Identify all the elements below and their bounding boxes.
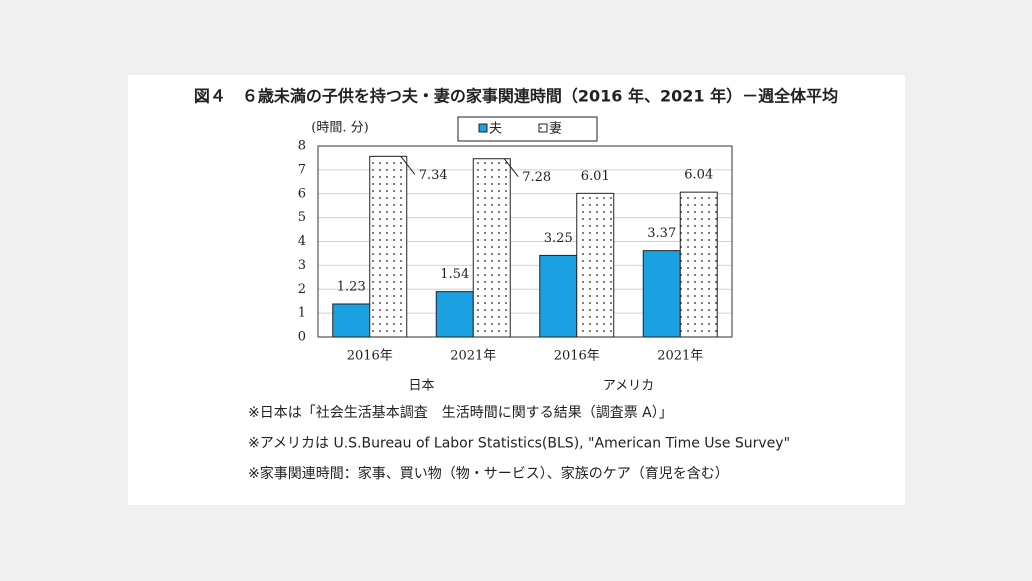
y-axis-label: (時間. 分) — [311, 121, 368, 136]
x-tick-label: 2021年 — [450, 349, 496, 364]
bar — [369, 155, 408, 338]
legend-swatch — [478, 123, 488, 133]
panel — [128, 75, 905, 505]
bar — [332, 303, 371, 338]
x-tick-label: 2016年 — [554, 349, 600, 364]
note: ※アメリカは U.S.Bureau of Labor Statistics(BL… — [248, 436, 790, 452]
bar — [576, 192, 615, 338]
data-label: 7.28 — [522, 170, 551, 185]
leader-line — [503, 158, 519, 178]
group-label: アメリカ — [603, 379, 654, 394]
y-tick-label: 4 — [298, 234, 306, 249]
y-tick-label: 3 — [298, 258, 306, 273]
x-tick-label: 2021年 — [657, 349, 703, 364]
data-label: 6.01 — [581, 169, 610, 184]
group-label: 日本 — [408, 379, 434, 394]
bar — [435, 291, 474, 338]
bar — [642, 250, 681, 338]
bar — [472, 158, 511, 338]
y-tick-label: 8 — [298, 139, 306, 154]
y-tick-label: 2 — [298, 282, 306, 297]
chart-title: 図４ ６歳未満の子供を持つ夫・妻の家事関連時間（2016 年、2021 年）－週… — [194, 87, 838, 106]
data-label: 3.37 — [647, 226, 676, 241]
data-label: 6.04 — [684, 168, 713, 183]
y-tick-label: 6 — [298, 186, 306, 201]
data-label: 1.54 — [440, 267, 469, 282]
data-label: 1.23 — [337, 279, 366, 294]
y-tick-label: 1 — [298, 306, 306, 321]
bar — [539, 254, 578, 338]
legend-swatch — [538, 123, 548, 133]
y-tick-label: 7 — [298, 162, 306, 177]
legend-label: 夫 — [489, 122, 502, 137]
y-tick-label: 0 — [298, 330, 306, 345]
note: ※家事関連時間：家事、買い物（物・サービス）、家族のケア（育児を含む） — [248, 465, 729, 482]
note: ※日本は「社会生活基本調査 生活時間に関する結果（調査票 A）」 — [248, 404, 673, 421]
data-label: 7.34 — [419, 168, 448, 183]
x-tick-label: 2016年 — [347, 349, 393, 364]
y-tick-label: 5 — [298, 210, 306, 225]
data-label: 3.25 — [544, 231, 573, 246]
legend-label: 妻 — [549, 122, 562, 137]
bar — [679, 191, 718, 338]
plot-frame — [317, 145, 733, 338]
leader-line — [400, 156, 416, 175]
